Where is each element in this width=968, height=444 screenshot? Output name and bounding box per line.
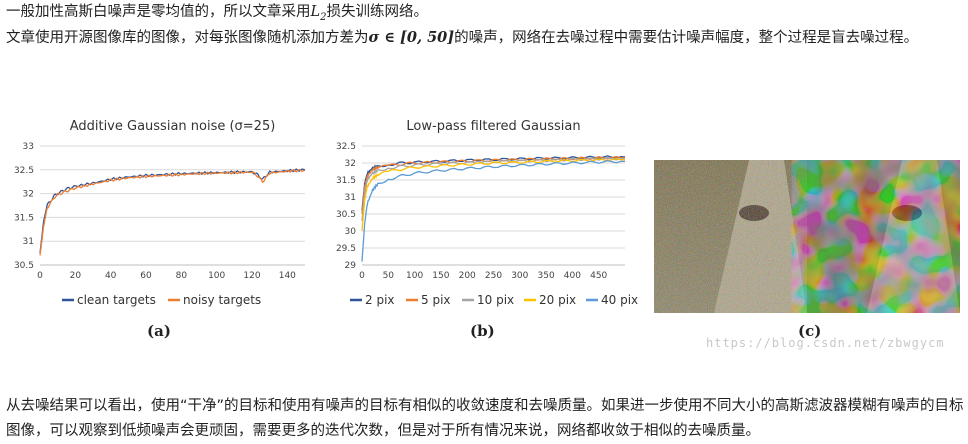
x-tick-label: 140	[279, 271, 296, 281]
legend-entry: 20 pix	[539, 293, 576, 307]
y-tick-label: 32	[345, 159, 356, 169]
math-sigma-range: σ ∈ [0, 50]	[368, 29, 455, 46]
x-tick-label: 100	[406, 271, 423, 281]
y-tick-label: 30.5	[14, 261, 34, 271]
y-tick-label: 30	[345, 227, 357, 237]
paragraph-method: 文章使用开源图像库的图像，对每张图像随机添加方差为σ ∈ [0, 50]的噪声，…	[6, 25, 961, 51]
denoise-photo-pair	[654, 160, 960, 313]
y-tick-label: 30.5	[336, 210, 356, 220]
y-tick-label: 32.5	[14, 166, 34, 176]
y-tick-label: 31.5	[14, 213, 34, 223]
photo-lowfreq-noisy	[807, 160, 960, 313]
y-tick-label: 31	[23, 237, 34, 247]
math-subscript: 2	[320, 11, 327, 23]
y-tick-label: 32.5	[336, 142, 356, 152]
photo-svg	[654, 160, 960, 313]
paragraph-intro-tail: 损失训练网络。	[326, 4, 429, 20]
chart-lowpass-gaussian: Low-pass filtered Gaussian 29 29.5 30 30.5 31…	[336, 119, 638, 307]
y-tick-label: 33	[23, 142, 34, 152]
x-tick-label: 20	[70, 271, 82, 281]
chart-title: Low-pass filtered Gaussian	[406, 119, 580, 134]
y-tick-label: 29	[345, 261, 357, 271]
panel-label-b: (b)	[470, 322, 495, 340]
legend-entry: clean targets	[77, 293, 156, 307]
x-tick-label: 60	[140, 271, 152, 281]
watermark-url: https://blog.csdn.net/zbwgycm	[706, 336, 945, 350]
x-tick-label: 200	[459, 271, 476, 281]
series-line	[39, 168, 306, 254]
x-tick-label: 40	[105, 271, 117, 281]
math-l2: L2	[310, 4, 327, 23]
panel-label-c: (c)	[798, 322, 822, 340]
y-tick-label: 32	[23, 190, 34, 200]
legend-entry: 2 pix	[365, 293, 395, 307]
x-tick-label: 400	[564, 271, 581, 281]
y-tick-label: 31	[345, 193, 356, 203]
legend-entry: noisy targets	[183, 293, 261, 307]
legend-entry: 5 pix	[421, 293, 451, 307]
chart-title: Additive Gaussian noise (σ=25)	[70, 119, 276, 134]
photo-noisy	[654, 160, 807, 313]
paragraph-method-text: 文章使用开源图像库的图像，对每张图像随机添加方差为	[6, 30, 369, 46]
x-tick-label: 150	[432, 271, 449, 281]
x-tick-label: 300	[511, 271, 528, 281]
panel-label-a: (a)	[147, 322, 171, 340]
x-tick-label: 50	[383, 271, 395, 281]
x-tick-label: 80	[176, 271, 188, 281]
y-tick-label: 29.5	[336, 244, 356, 254]
legend-entry: 40 pix	[601, 293, 638, 307]
math-l: L	[310, 4, 321, 20]
x-tick-label: 0	[37, 271, 43, 281]
y-tick-label: 31.5	[336, 176, 356, 186]
x-tick-label: 120	[243, 271, 260, 281]
series-line	[39, 168, 306, 256]
series-line	[361, 159, 626, 262]
chart-additive-gaussian: Additive Gaussian noise (σ=25) 30.5 31 31.5…	[14, 119, 306, 307]
legend-entry: 10 pix	[477, 293, 514, 307]
paragraph-results: 从去噪结果可以看出，使用“干净”的目标和使用有噪声的目标有相似的收敛速度和去噪质…	[6, 398, 964, 439]
x-tick-label: 250	[485, 271, 502, 281]
series-line	[361, 157, 626, 232]
x-tick-label: 0	[359, 271, 365, 281]
paragraph-intro-text: 一般加性高斯白噪声是零均值的，所以文章采用	[6, 4, 311, 20]
x-tick-label: 100	[208, 271, 225, 281]
series-line	[361, 155, 626, 211]
x-tick-label: 450	[590, 271, 607, 281]
x-tick-label: 350	[538, 271, 555, 281]
paragraph-intro: 一般加性高斯白噪声是零均值的，所以文章采用L2损失训练网络。	[6, 0, 428, 30]
paragraph-method-tail: 的噪声，网络在去噪过程中需要估计噪声幅度，整个过程是盲去噪过程。	[454, 30, 919, 46]
